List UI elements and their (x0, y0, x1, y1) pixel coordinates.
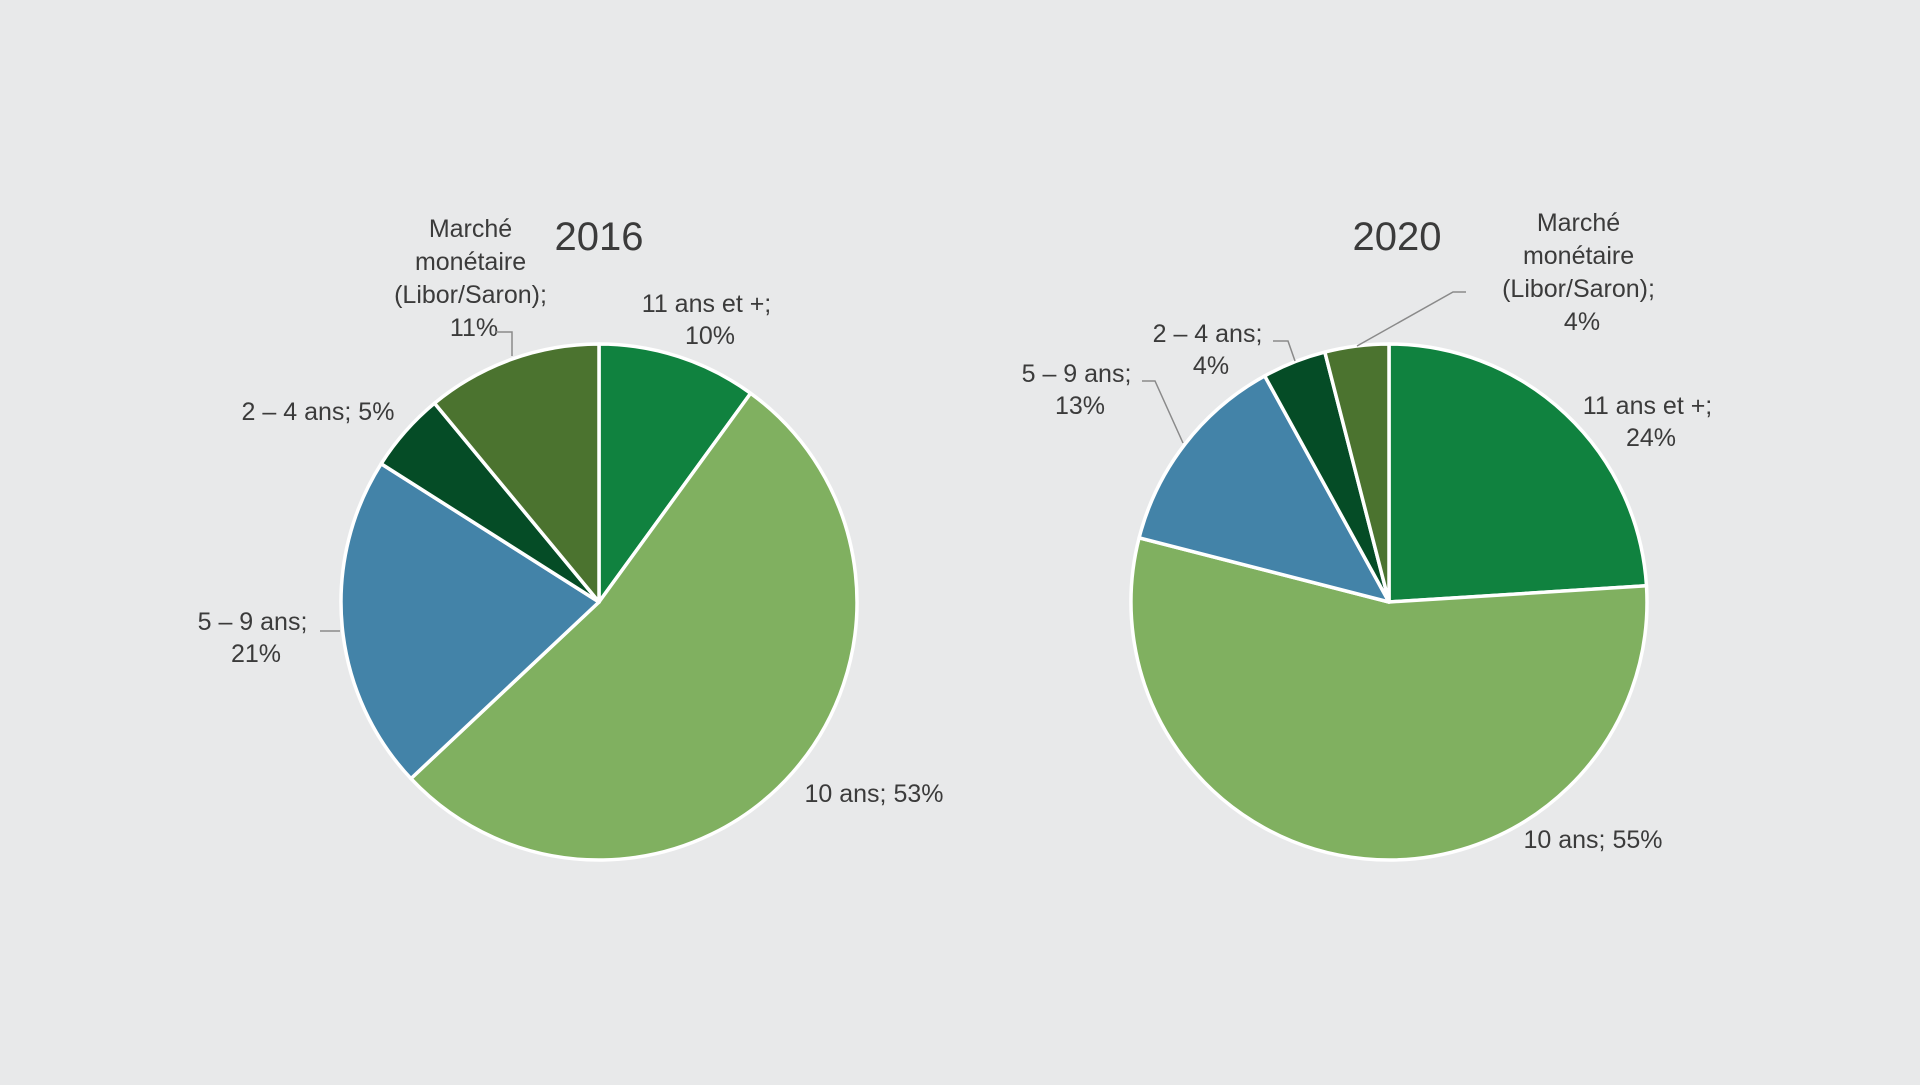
pie-slice-2020-10-ans (1129, 536, 1649, 862)
slice-label-2020-11-ans: 11 ans et +; 24% (1583, 392, 1719, 452)
slice-label-2020-10-ans: 10 ans; 55% (1524, 826, 1663, 854)
slice-label-2016-10-ans: 10 ans; 53% (805, 780, 944, 808)
slice-label-2020-marche-monetaire: Marché monétaire (Libor/Saron); 4% (1356, 209, 1662, 347)
slice-label-2016-5-9-ans: 5 – 9 ans; 21% (198, 608, 340, 668)
slice-label-line: 4% (1193, 352, 1229, 380)
pie-slice-2016-10-ans (409, 391, 859, 862)
pie-slice-2020-11-ans-et (1387, 342, 1649, 604)
slice-label-line: (Libor/Saron); (394, 281, 547, 309)
slice-label-line: 5 – 9 ans; (198, 608, 308, 636)
slice-label-line: 10 ans; 53% (805, 780, 944, 808)
leader-line (496, 331, 513, 356)
slice-label-line: 10% (685, 322, 735, 350)
slice-label-line: monétaire (415, 248, 526, 276)
svg-text:11 ans et +; 24%: 11 ans et +; 24% (1583, 392, 1719, 452)
pie-slice-2016-5-9-ans (339, 462, 601, 781)
slice-label-2020-5-9-ans: 5 – 9 ans; 13% (1022, 360, 1184, 444)
slice-label-2016-11-ans: 11 ans et +; 10% (642, 290, 778, 350)
pie-chart-2020: 2020 11 ans et +; 24% 10 ans; 55% 5 – 9 … (1022, 209, 1719, 862)
slice-label-2016-marche-monetaire: Marché monétaire (Libor/Saron); 11% (394, 215, 554, 356)
slice-label-line: 11% (450, 314, 498, 342)
slice-label-line: Marché (429, 215, 512, 243)
slice-label-line: 11 ans et +; (642, 290, 772, 318)
svg-text:5 – 9 ans; 13%: 5 – 9 ans; 13% (1022, 360, 1139, 420)
slice-label-line: 21% (231, 640, 281, 668)
slice-label-line: (Libor/Saron); (1502, 275, 1655, 303)
slice-label-line: 24% (1626, 424, 1676, 452)
slice-label-2016-2-4-ans: 2 – 4 ans; 5% (242, 398, 395, 426)
slice-label-line: monétaire (1523, 242, 1634, 270)
slice-label-line: 13% (1055, 392, 1105, 420)
slice-label-line: 4% (1564, 308, 1600, 336)
pie-slice-2016-marche-monetaire (432, 342, 601, 604)
leader-line (1142, 380, 1184, 444)
svg-text:2 – 4 ans; 4%: 2 – 4 ans; 4% (1153, 320, 1270, 380)
chart-title-2016: 2016 (555, 215, 644, 259)
slice-label-line: 5 – 9 ans; (1022, 360, 1132, 388)
pie-slices-2016 (339, 342, 859, 862)
chart-title-2020: 2020 (1353, 215, 1442, 259)
svg-text:11 ans et +; 10%: 11 ans et +; 10% (642, 290, 778, 350)
pie-slice-2016-11-ans-et (597, 342, 753, 604)
pie-chart-2016: 2016 11 ans et +; 10% 10 ans; 53% 5 – 9 … (198, 215, 944, 862)
leader-line (1356, 291, 1466, 347)
slice-label-line: 2 – 4 ans; 5% (242, 398, 395, 426)
leader-line (1273, 340, 1296, 362)
pie-slice-2020-5-9-ans (1137, 374, 1391, 604)
slice-label-line: 11 ans et +; (1583, 392, 1713, 420)
svg-text:Marché monétaire: Marché monétaire (Libor/Saron); 4% (1502, 209, 1662, 336)
slice-label-line: 2 – 4 ans; (1153, 320, 1263, 348)
slice-label-2020-2-4-ans: 2 – 4 ans; 4% (1153, 320, 1296, 380)
slice-label-line: 10 ans; 55% (1524, 826, 1663, 854)
pie-slices-2020 (1129, 342, 1649, 862)
slice-label-line: Marché (1537, 209, 1620, 237)
svg-text:Marché monétaire: Marché monétaire (Libor/Saron); 11% (394, 215, 554, 342)
pie-slice-2020-marche-monetaire (1323, 342, 1391, 604)
svg-text:5 – 9 ans; 21%: 5 – 9 ans; 21% (198, 608, 315, 668)
